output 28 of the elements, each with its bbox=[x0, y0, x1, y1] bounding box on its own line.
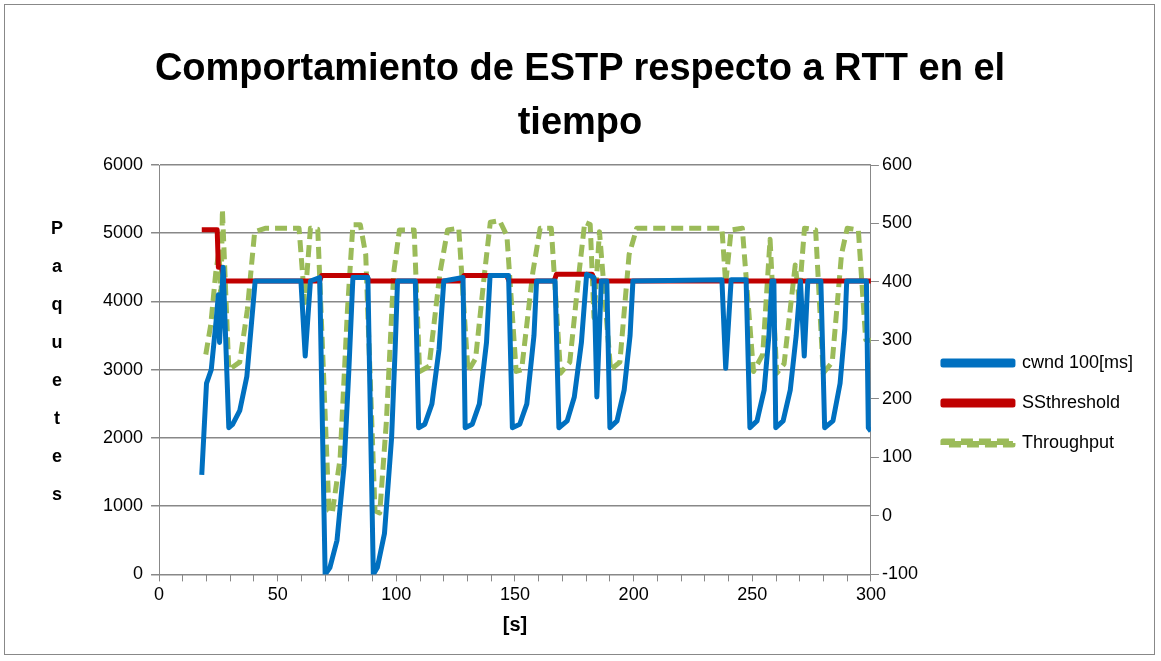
y2-tick-label: 300 bbox=[881, 329, 912, 350]
y2-tick-label: 600 bbox=[881, 153, 912, 174]
legend-label: SSthreshold bbox=[1021, 391, 1121, 412]
y-tick-label: 6000 bbox=[103, 153, 144, 174]
x-axis-title: [s] bbox=[502, 612, 528, 635]
y2-tick-label: 500 bbox=[881, 212, 912, 233]
y-axis-title: Paquetes bbox=[50, 217, 64, 504]
x-tick-label: 150 bbox=[499, 584, 531, 605]
x-tick-label: 50 bbox=[267, 584, 288, 605]
x-tick-label: 200 bbox=[618, 584, 649, 605]
y-tick-label: 3000 bbox=[103, 358, 144, 379]
legend-label: cwnd 100[ms] bbox=[1021, 351, 1134, 372]
y-tick-label: 0 bbox=[133, 563, 144, 584]
chart-title: Comportamiento de ESTP respecto a RTT en el tiempo bbox=[153, 45, 1007, 144]
x-tick-label: 100 bbox=[381, 584, 412, 605]
x-tick-label: 250 bbox=[737, 584, 768, 605]
y-tick-label: 4000 bbox=[103, 290, 144, 311]
y2-tick-label: 200 bbox=[881, 387, 912, 408]
y-tick-label: 2000 bbox=[103, 426, 144, 447]
y2-tick-label: 100 bbox=[881, 446, 912, 467]
y-tick-label: 1000 bbox=[103, 495, 144, 516]
x-tick-label: 0 bbox=[154, 584, 165, 605]
y2-tick-label: -100 bbox=[881, 563, 918, 584]
legend-label: Throughput bbox=[1021, 431, 1115, 452]
y2-tick-label: 0 bbox=[881, 504, 892, 525]
x-tick-label: 300 bbox=[855, 584, 886, 605]
y-tick-label: 5000 bbox=[103, 222, 144, 243]
y2-tick-label: 400 bbox=[881, 270, 912, 291]
